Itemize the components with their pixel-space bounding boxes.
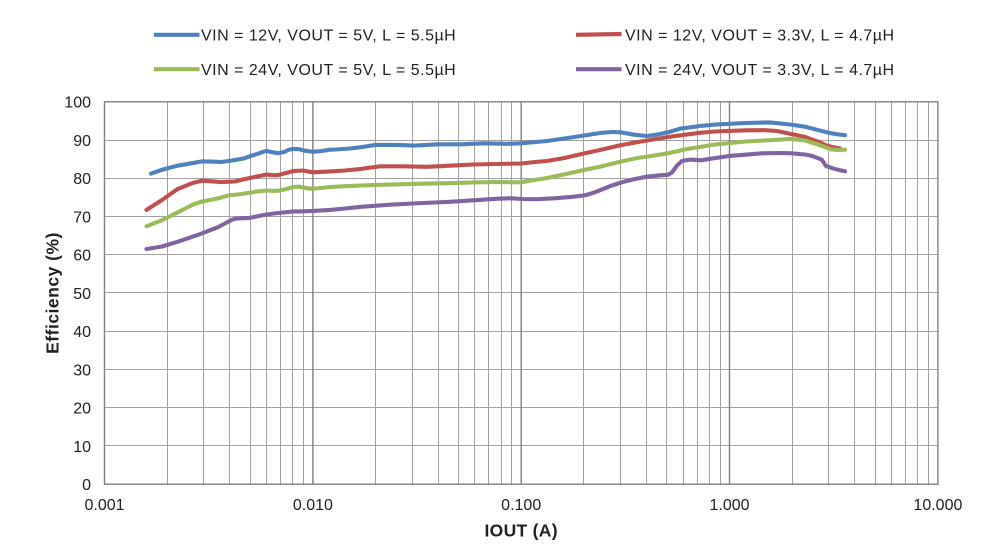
- svg-text:60: 60: [73, 248, 91, 265]
- svg-text:0: 0: [82, 477, 91, 494]
- svg-text:VIN = 24V, VOUT = 5V, L = 5.5µ: VIN = 24V, VOUT = 5V, L = 5.5µH: [201, 62, 456, 79]
- svg-text:70: 70: [73, 209, 91, 226]
- svg-text:1.000: 1.000: [709, 497, 749, 514]
- svg-text:0.100: 0.100: [501, 497, 541, 514]
- svg-text:30: 30: [73, 362, 91, 379]
- svg-text:10: 10: [73, 439, 91, 456]
- svg-text:VIN = 12V, VOUT = 5V, L = 5.5µ: VIN = 12V, VOUT = 5V, L = 5.5µH: [201, 27, 456, 44]
- svg-text:40: 40: [73, 324, 91, 341]
- svg-text:80: 80: [73, 171, 91, 188]
- svg-text:0.010: 0.010: [293, 497, 333, 514]
- svg-text:VIN = 24V, VOUT = 3.3V, L = 4.: VIN = 24V, VOUT = 3.3V, L = 4.7µH: [625, 62, 895, 79]
- svg-text:Efficiency (%): Efficiency (%): [43, 232, 63, 354]
- svg-text:VIN = 12V, VOUT = 3.3V, L = 4.: VIN = 12V, VOUT = 3.3V, L = 4.7µH: [625, 27, 895, 44]
- svg-text:90: 90: [73, 133, 91, 150]
- svg-text:10.000: 10.000: [913, 497, 962, 514]
- svg-text:20: 20: [73, 401, 91, 418]
- svg-text:50: 50: [73, 286, 91, 303]
- svg-text:100: 100: [64, 95, 91, 112]
- svg-text:0.001: 0.001: [84, 497, 124, 514]
- svg-text:IOUT (A): IOUT (A): [485, 521, 558, 541]
